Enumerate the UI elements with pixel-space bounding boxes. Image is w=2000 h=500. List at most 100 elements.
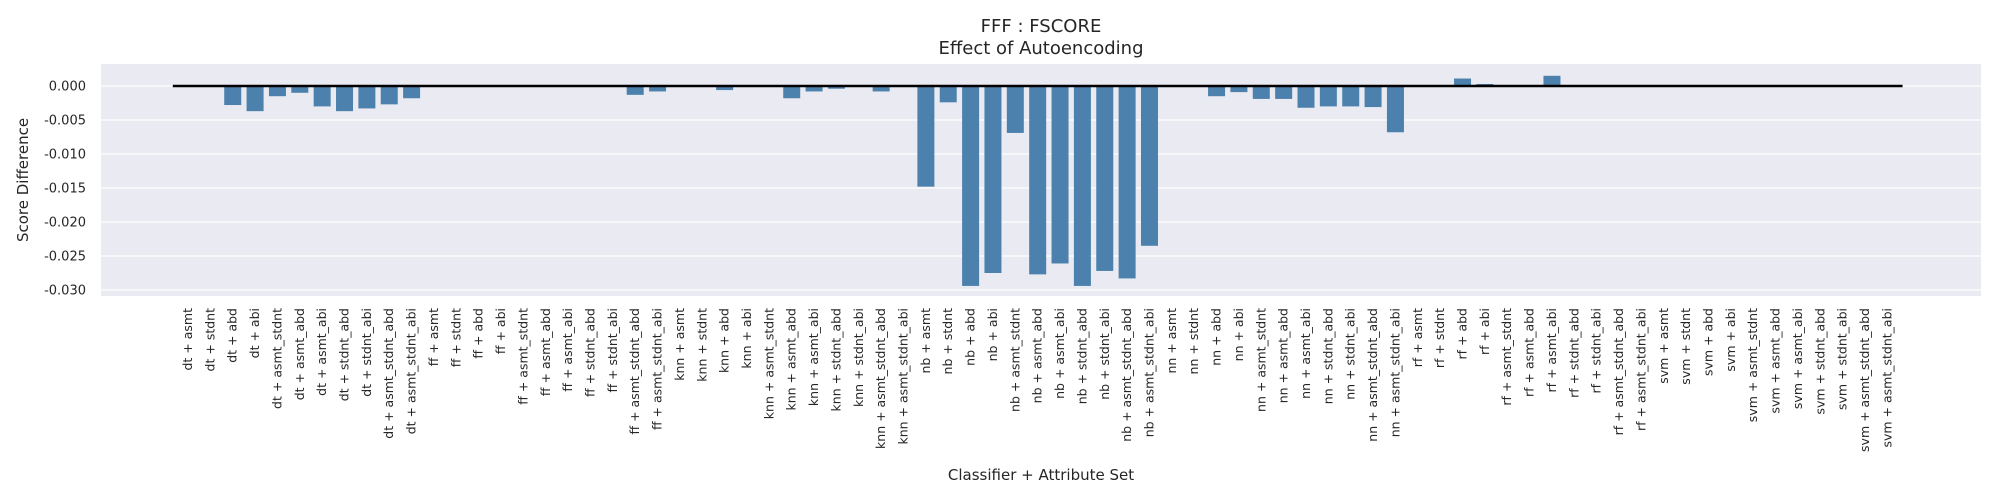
x-tick-label: knn + asmt_stdnt_abd bbox=[873, 308, 888, 449]
x-tick-label: nn + stdnt_abi bbox=[1343, 308, 1358, 400]
x-tick-label: ff + asmt_abd bbox=[538, 308, 553, 396]
x-tick-label: rf + stdnt_abd bbox=[1566, 308, 1581, 398]
bar bbox=[827, 86, 845, 89]
bar bbox=[1275, 86, 1293, 99]
x-tick-label: ff + asmt_stdnt bbox=[515, 308, 530, 405]
y-axis-label: Score Difference bbox=[14, 118, 32, 242]
bar bbox=[1297, 86, 1315, 108]
x-tick-label: ff + asmt_abi bbox=[560, 308, 575, 392]
x-tick-label: svm + asmt_abd bbox=[1768, 308, 1783, 414]
bar bbox=[962, 86, 980, 286]
bar bbox=[872, 86, 890, 92]
bar bbox=[1096, 86, 1114, 271]
x-axis-label: Classifier + Attribute Set bbox=[948, 466, 1134, 484]
bar bbox=[358, 86, 376, 109]
bars bbox=[224, 75, 1561, 286]
x-tick-label: knn + asmt_abi bbox=[806, 308, 821, 406]
x-tick-label: rf + asmt_stdnt_abd bbox=[1611, 308, 1626, 435]
bar bbox=[783, 86, 801, 99]
x-tick-label: rf + abd bbox=[1455, 308, 1470, 360]
x-tick-label: svm + asmt bbox=[1656, 308, 1671, 384]
bar bbox=[403, 86, 421, 99]
x-tick-label: svm + stdnt bbox=[1678, 308, 1693, 385]
x-tick-label: knn + asmt_stdnt_abi bbox=[896, 308, 911, 445]
x-tick-label: nn + asmt_abi bbox=[1298, 308, 1313, 399]
bar bbox=[1543, 75, 1561, 86]
x-tick-label: nn + asmt_stdnt_abi bbox=[1387, 308, 1402, 437]
x-tick-label: nb + asmt_stdnt_abi bbox=[1141, 308, 1156, 437]
x-tick-label: nb + abi bbox=[985, 308, 1000, 361]
x-tick-label: ff + abd bbox=[471, 308, 486, 359]
bar bbox=[313, 86, 331, 107]
x-tick-label: knn + abi bbox=[739, 308, 754, 369]
x-tick-label: rf + asmt_abi bbox=[1544, 308, 1559, 393]
x-tick-label: svm + stdnt_abd bbox=[1812, 308, 1827, 414]
x-tick-label: nn + asmt_abd bbox=[1276, 308, 1291, 403]
x-tick-label: knn + stdnt_abd bbox=[828, 308, 843, 411]
x-tick-label: nb + asmt_stdnt bbox=[1007, 308, 1022, 412]
x-tick-label: dt + stdnt_abi bbox=[359, 308, 374, 397]
bar bbox=[1364, 86, 1382, 108]
bar bbox=[1386, 86, 1404, 133]
x-tick-label: nn + stdnt bbox=[1186, 308, 1201, 375]
bar bbox=[380, 86, 398, 105]
x-tick-label: rf + abi bbox=[1477, 308, 1492, 355]
bar bbox=[1140, 86, 1158, 246]
x-tick-label: knn + asmt_abd bbox=[784, 308, 799, 411]
x-tick-label: ff + stdnt_abd bbox=[582, 308, 597, 397]
x-tick-label: dt + stdnt_abd bbox=[337, 308, 352, 401]
x-tick-label: knn + abd bbox=[717, 308, 732, 373]
x-tick-label: svm + abi bbox=[1723, 308, 1738, 372]
x-tick-label: svm + asmt_abi bbox=[1790, 308, 1805, 409]
x-tick-label: nb + abd bbox=[963, 308, 978, 366]
x-tick-label: rf + stdnt bbox=[1432, 308, 1447, 368]
x-tick-label: dt + stdnt bbox=[202, 308, 217, 372]
bar bbox=[1073, 86, 1091, 286]
bar bbox=[1230, 86, 1248, 93]
x-tick-label: knn + asmt bbox=[672, 308, 687, 381]
x-tick-label: knn + stdnt bbox=[694, 308, 709, 382]
chart-subtitle: Effect of Autoencoding bbox=[938, 38, 1143, 59]
bar bbox=[1342, 86, 1360, 107]
x-axis-ticks: dt + asmt dt + stdnt dt + abd dt + abi dt + … bbox=[180, 308, 1894, 452]
x-tick-label: rf + asmt bbox=[1410, 308, 1425, 367]
x-tick-label: dt + abd bbox=[225, 308, 240, 363]
bar bbox=[805, 86, 823, 92]
x-tick-label: nn + abi bbox=[1231, 308, 1246, 361]
x-tick-label: rf + asmt_stdnt_abi bbox=[1633, 308, 1648, 431]
y-tick-label: -0.010 bbox=[44, 148, 86, 163]
y-tick-label: 0.000 bbox=[49, 80, 86, 95]
x-tick-label: nb + asmt_abd bbox=[1030, 308, 1045, 403]
bar bbox=[336, 86, 354, 112]
x-tick-label: ff + asmt_stdnt_abd bbox=[627, 308, 642, 434]
bar bbox=[1454, 78, 1472, 86]
y-tick-label: -0.025 bbox=[44, 250, 86, 265]
x-tick-label: rf + asmt_abd bbox=[1522, 308, 1537, 397]
x-tick-label: nb + asmt bbox=[918, 308, 933, 374]
y-tick-label: -0.020 bbox=[44, 216, 86, 231]
y-tick-label: -0.030 bbox=[44, 284, 86, 299]
x-tick-label: nb + asmt_stdnt_abd bbox=[1119, 308, 1134, 442]
bar bbox=[626, 86, 644, 95]
bar bbox=[649, 86, 667, 92]
y-axis-ticks: 0.000 -0.005 -0.010 -0.015 -0.020 -0.025 -0.03… bbox=[44, 80, 86, 299]
bar bbox=[246, 86, 264, 112]
x-tick-label: dt + asmt_stdnt bbox=[269, 308, 284, 409]
x-tick-label: svm + asmt_stdnt_abd bbox=[1857, 308, 1872, 452]
bar bbox=[291, 86, 309, 93]
x-tick-label: ff + asmt_stdnt_abi bbox=[650, 308, 665, 430]
x-tick-label: knn + asmt_stdnt bbox=[761, 308, 776, 419]
bar bbox=[268, 86, 286, 97]
bar bbox=[224, 86, 242, 106]
x-tick-label: rf + asmt_stdnt bbox=[1499, 308, 1514, 406]
x-tick-label: nn + asmt_stdnt_abd bbox=[1365, 308, 1380, 442]
bar bbox=[984, 86, 1002, 273]
x-tick-label: nn + asmt bbox=[1164, 308, 1179, 374]
bar bbox=[1252, 86, 1270, 99]
bar bbox=[716, 86, 734, 91]
x-tick-label: nb + asmt_abi bbox=[1052, 308, 1067, 399]
x-tick-label: knn + stdnt_abi bbox=[851, 308, 866, 407]
x-tick-label: ff + stdnt bbox=[448, 308, 463, 367]
bar bbox=[1006, 86, 1024, 133]
